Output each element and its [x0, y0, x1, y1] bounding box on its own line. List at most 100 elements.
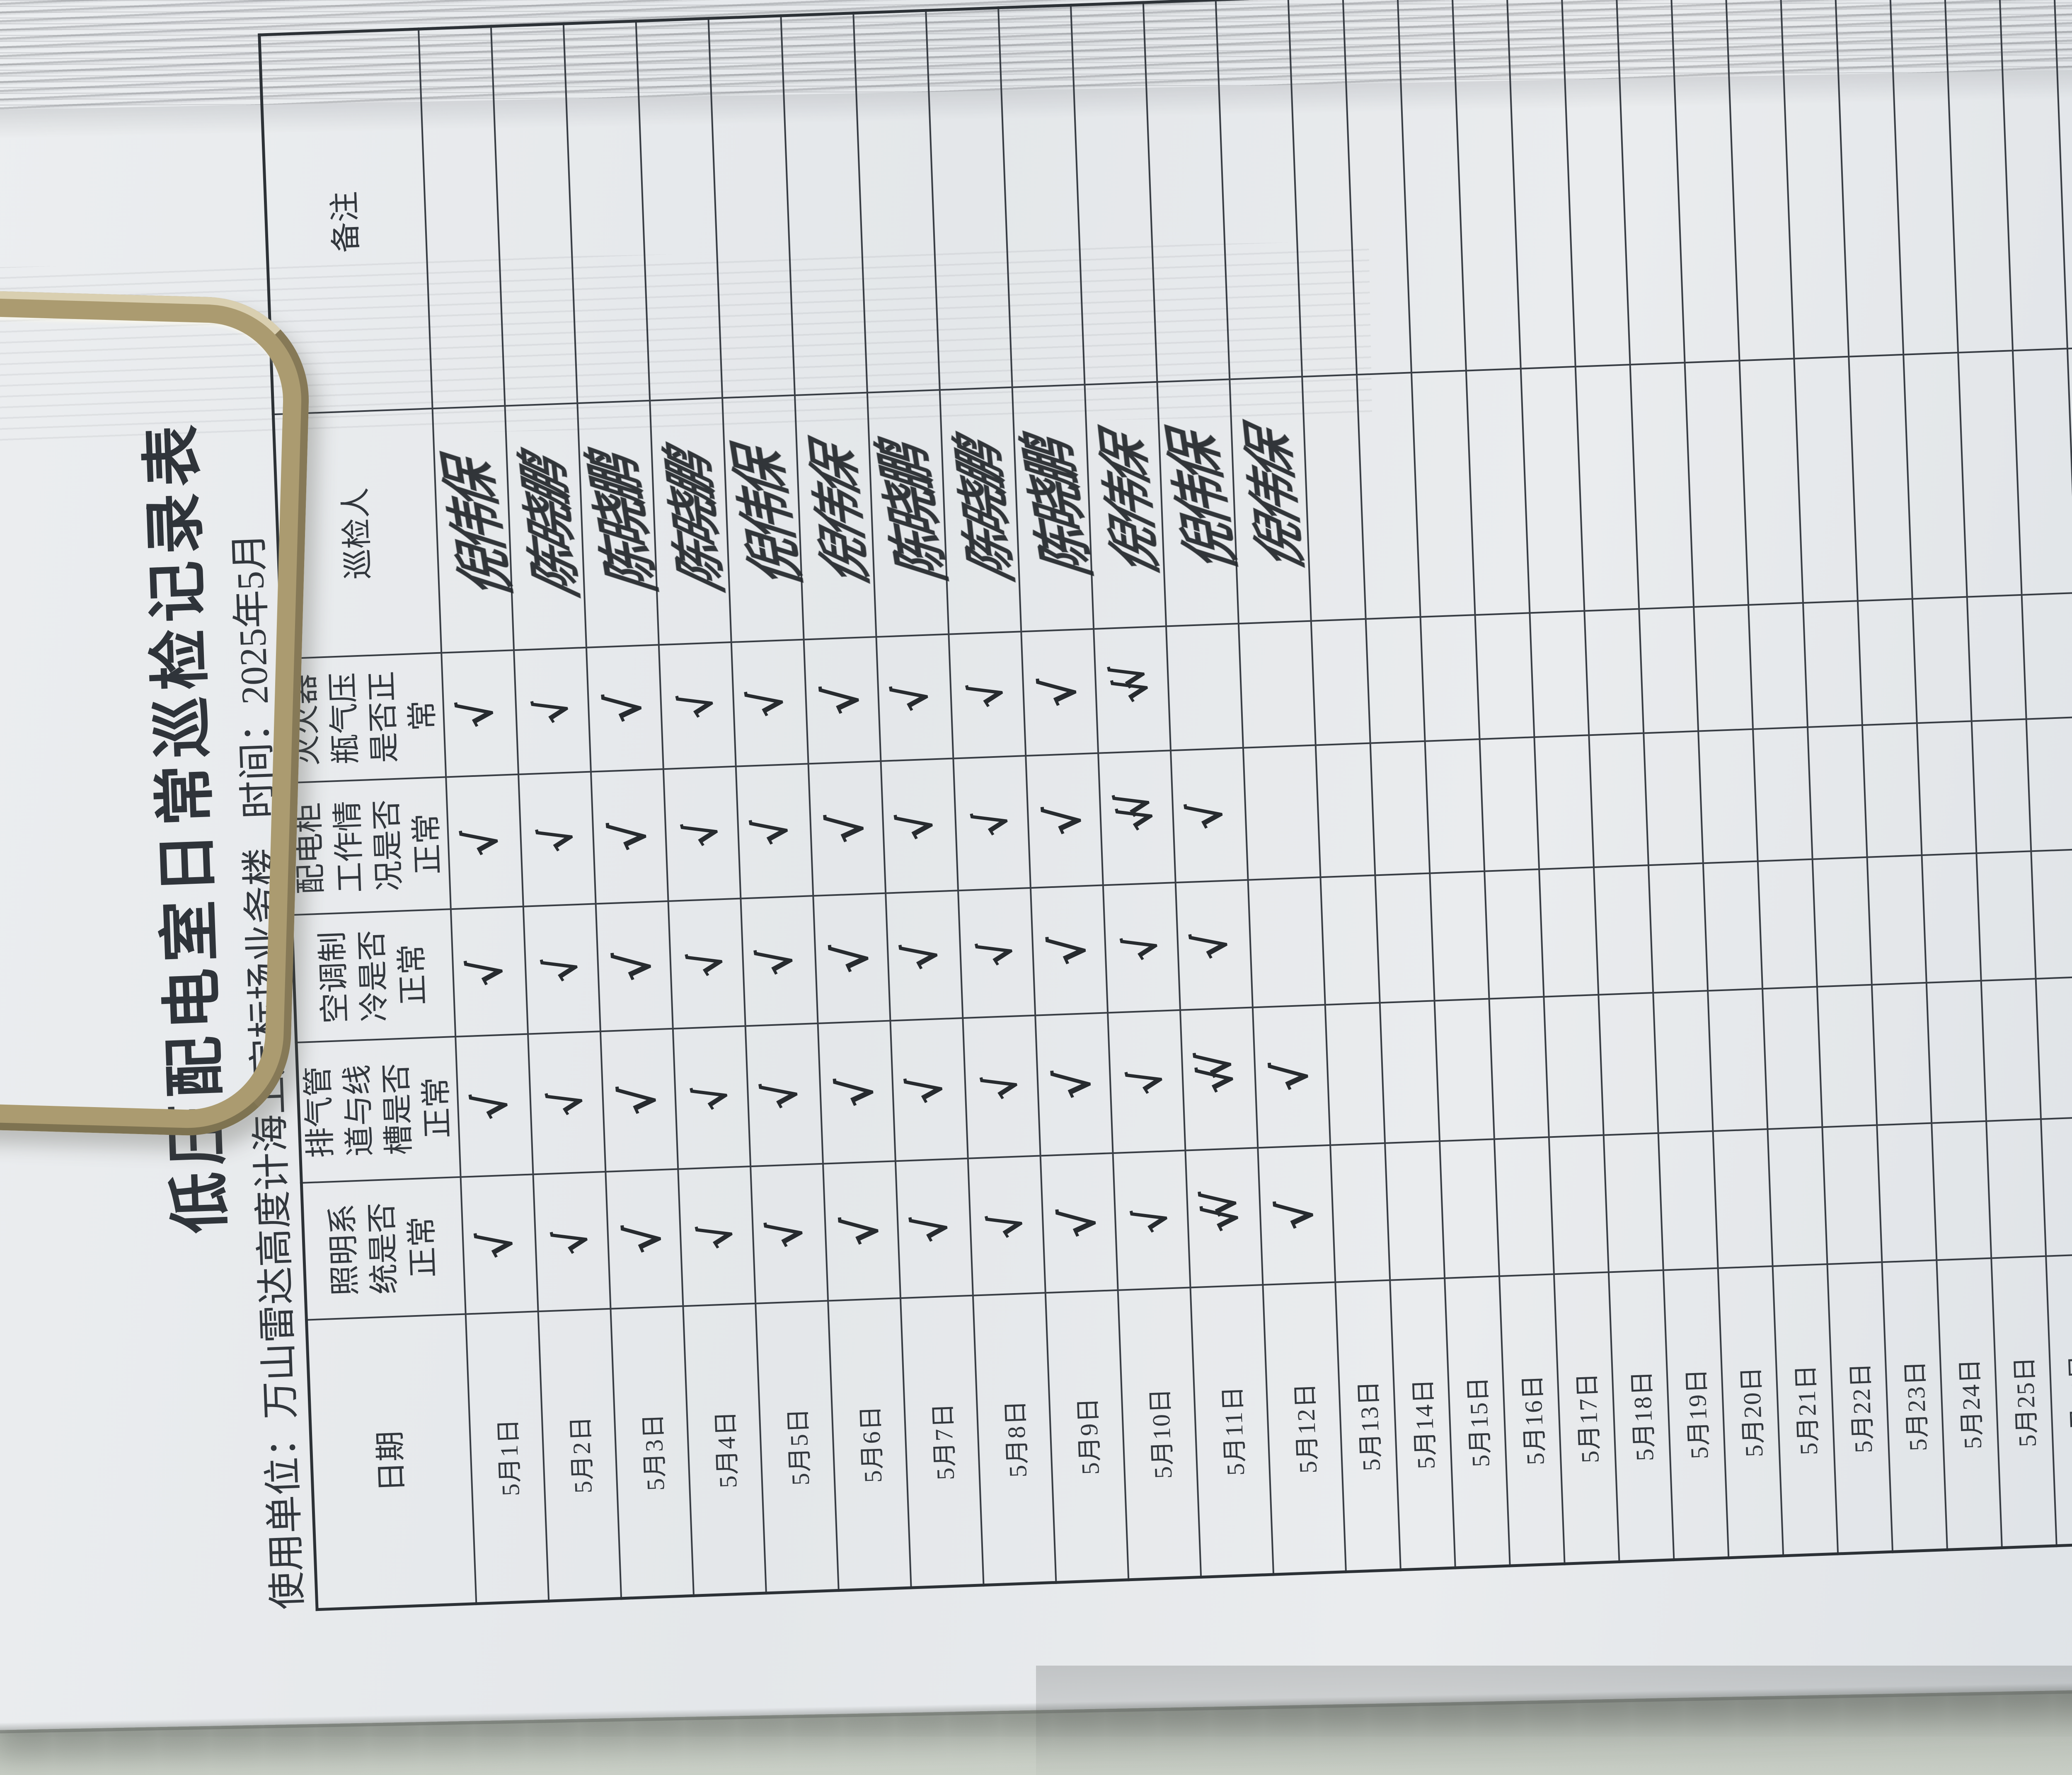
check-cell: √: [533, 1171, 611, 1311]
check-cell: √: [673, 1026, 750, 1169]
check-cell: [1807, 725, 1867, 860]
check-cell: √: [450, 907, 528, 1037]
inspector-cell: [1630, 363, 1694, 609]
date-cell: 5月22日: [1827, 1262, 1893, 1554]
check-cell: √: [949, 631, 1026, 759]
check-cell: [1803, 600, 1862, 727]
check-cell: [1238, 621, 1316, 748]
check-cell: [1867, 855, 1927, 985]
checkmark: √: [1041, 933, 1097, 968]
check-cell: √: [745, 1023, 823, 1167]
check-cell: [1425, 739, 1485, 873]
table-body: 5月1日 √ √ √ √ √ 倪伟保 5月2日 √ √ √ √ √ 陈晓鹏 5月3日 √ √ √ √ √ 陈晓鹏 5月4日…: [418, 0, 2072, 1604]
checkmark: √: [676, 815, 729, 853]
checkmark: √: [745, 813, 799, 850]
checkmark: √: [1121, 1062, 1174, 1100]
date-cell: 5月25日: [1991, 1256, 2057, 1548]
check-cell: [1315, 743, 1375, 878]
checkmark: √: [759, 1216, 814, 1252]
check-cell: √: [958, 888, 1036, 1018]
column-header: 照明系统是否正常: [301, 1177, 466, 1320]
remark-cell: [636, 18, 722, 401]
inspector-cell: 倪伟保: [1230, 377, 1313, 624]
check-cell: [1708, 989, 1768, 1131]
checkmark: √: [470, 1226, 524, 1263]
check-cell: √: [1175, 880, 1253, 1011]
date-cell: 5月18日: [1608, 1270, 1674, 1562]
check-cell: √: [731, 639, 808, 767]
check-cell: √: [678, 1166, 756, 1306]
checkmark: √: [455, 824, 510, 861]
check-cell: √: [808, 761, 886, 896]
check-cell: √: [818, 1021, 896, 1164]
checkmark: √√: [1190, 1062, 1244, 1097]
check-cell: √: [1103, 883, 1180, 1013]
check-cell: [1603, 1133, 1663, 1272]
inspector-cell: 倪伟保: [432, 406, 523, 653]
check-cell: [1430, 871, 1489, 1001]
check-cell: √: [446, 774, 523, 909]
inspector-cell: [1575, 365, 1639, 611]
check-cell: [1986, 1119, 2046, 1258]
checkmark: √: [1268, 1197, 1325, 1233]
checkmark: √: [971, 934, 1024, 972]
check-cell: [1439, 1139, 1499, 1278]
checkmark: √: [536, 950, 589, 988]
check-cell: √: [1026, 753, 1103, 888]
check-cell: [1534, 735, 1594, 870]
checkmark: √√: [1195, 1200, 1249, 1236]
checkmark: √: [531, 820, 585, 858]
checkmark: √: [616, 1221, 673, 1257]
check-cell: √: [523, 904, 600, 1035]
checkmark: √: [611, 1083, 668, 1118]
check-cell: √√: [1180, 1007, 1258, 1151]
check-cell: [1589, 733, 1648, 868]
check-cell: √√: [1185, 1148, 1263, 1288]
check-cell: √: [1021, 629, 1098, 756]
check-cell: √: [518, 771, 596, 907]
date-cell: 5月14日: [1390, 1278, 1455, 1570]
check-cell: [1584, 609, 1644, 735]
check-cell: √: [591, 769, 668, 904]
date-cell: 5月15日: [1444, 1276, 1510, 1568]
inspector-cell: [1739, 358, 1803, 605]
check-cell: [1817, 985, 1877, 1127]
date-cell: 5月6日: [828, 1298, 911, 1591]
checkmark: √: [961, 676, 1015, 713]
checkmark: √: [889, 808, 944, 845]
date-cell: 5月17日: [1554, 1272, 1619, 1564]
inspector-signature: 倪伟保: [1237, 427, 1313, 576]
check-cell: √: [1170, 747, 1248, 883]
check-cell: √: [586, 644, 663, 772]
date-cell: 5月10日: [1118, 1287, 1201, 1580]
checkmark: √: [1031, 675, 1088, 710]
clipboard-clip: [0, 280, 312, 1139]
checkmark: √: [899, 1071, 954, 1108]
inspector-cell: 倪伟保: [1157, 379, 1248, 626]
checkmark: √√: [1111, 798, 1164, 837]
inspector-cell: 陈晓鹏: [650, 398, 733, 645]
check-cell: [2031, 849, 2072, 979]
checkmark: √: [828, 1074, 885, 1110]
desk-shadow: [1036, 1666, 2072, 1775]
check-cell: [1748, 602, 1808, 729]
date-cell: 5月2日: [538, 1308, 621, 1601]
check-cell: √: [513, 647, 591, 774]
check-cell: [1757, 859, 1817, 989]
check-cell: [1703, 861, 1762, 991]
inspector-cell: 倪伟保: [1084, 382, 1168, 629]
check-cell: [1243, 745, 1321, 880]
check-cell: [1653, 991, 1713, 1133]
checkmark: √: [1184, 927, 1239, 964]
check-cell: [1248, 877, 1325, 1008]
date-cell: 5月5日: [755, 1301, 839, 1593]
column-header: 空调制冷是否正常: [291, 909, 456, 1043]
column-header: 灭火器瓶气压是否正常: [282, 653, 446, 783]
column-header: 日期: [306, 1314, 477, 1610]
checkmark: √: [749, 943, 804, 980]
check-cell: √: [1113, 1150, 1191, 1290]
inspector-cell: 陈晓鹏: [1012, 385, 1103, 631]
check-cell: √√: [1093, 626, 1171, 753]
remark-cell: [418, 26, 505, 409]
date-cell: 5月19日: [1663, 1268, 1729, 1560]
